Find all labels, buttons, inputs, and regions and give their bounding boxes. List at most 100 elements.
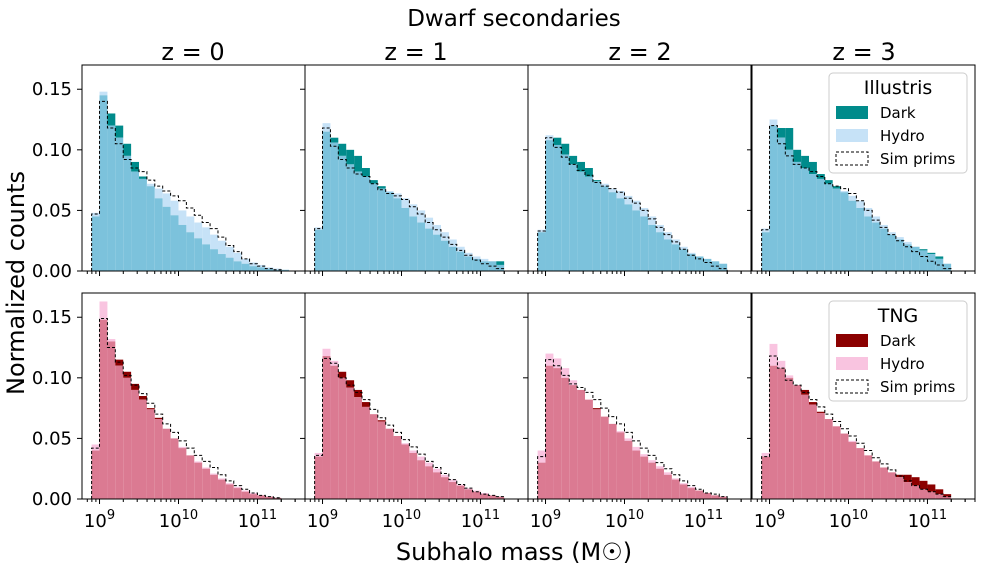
overlap-bar bbox=[186, 232, 195, 271]
dark-bar bbox=[553, 137, 562, 145]
overlap-bar bbox=[793, 161, 802, 271]
hydro-bar bbox=[241, 490, 250, 492]
hydro-bar bbox=[632, 446, 641, 451]
overlap-bar bbox=[561, 377, 570, 499]
dark-bar bbox=[330, 137, 339, 143]
legend-title: TNG bbox=[877, 305, 919, 327]
overlap-bar bbox=[793, 385, 802, 499]
overlap-bar bbox=[146, 409, 155, 499]
overlap-bar bbox=[369, 414, 378, 499]
hydro-bar bbox=[848, 440, 857, 443]
overlap-bar bbox=[202, 244, 211, 271]
dark-bar bbox=[935, 256, 944, 259]
overlap-bar bbox=[170, 438, 179, 499]
overlap-bar bbox=[249, 494, 258, 499]
overlap-bar bbox=[943, 496, 952, 499]
overlap-bar bbox=[809, 174, 817, 271]
hydro-bar bbox=[162, 193, 171, 207]
hydro-bar bbox=[425, 462, 434, 467]
overlap-bar bbox=[895, 477, 904, 499]
panel-tng-3 bbox=[747, 292, 976, 504]
hydro-bar bbox=[154, 188, 163, 199]
hydro-bar bbox=[448, 479, 457, 483]
y-tick-label: 0.00 bbox=[32, 261, 72, 282]
hydro-bar bbox=[624, 195, 633, 205]
x-tick-label: 1011 bbox=[908, 508, 947, 532]
overlap-bar bbox=[777, 368, 786, 499]
overlap-bar bbox=[801, 168, 810, 271]
dark-bar bbox=[139, 176, 147, 179]
hydro-bar bbox=[217, 478, 226, 480]
hydro-bar bbox=[480, 258, 489, 262]
overlap-bar bbox=[241, 491, 250, 499]
overlap-bar bbox=[887, 472, 896, 499]
overlap-bar bbox=[592, 181, 601, 271]
hydro-bar bbox=[385, 191, 394, 193]
overlap-bar bbox=[401, 207, 410, 271]
x-tick-label: 1011 bbox=[238, 508, 277, 532]
overlap-bar bbox=[801, 394, 810, 499]
legend-swatch-dark bbox=[836, 334, 868, 347]
legend-entry-label: Dark bbox=[880, 332, 916, 350]
dark-bar bbox=[785, 128, 794, 150]
dark-bar bbox=[927, 252, 936, 255]
dark-bar bbox=[911, 477, 920, 486]
overlap-bar bbox=[115, 365, 124, 499]
overlap-bar bbox=[648, 224, 657, 271]
y-axis-label: Normalized counts bbox=[2, 171, 30, 395]
overlap-bar bbox=[687, 254, 696, 271]
overlap-bar bbox=[816, 178, 825, 271]
overlap-bar bbox=[456, 251, 465, 271]
dark-bar bbox=[777, 128, 786, 138]
hydro-bar bbox=[848, 195, 857, 201]
overlap-bar bbox=[927, 491, 936, 499]
overlap-bar bbox=[624, 440, 633, 499]
panel-illustris-3 bbox=[747, 64, 976, 276]
legend-swatch-hydro bbox=[836, 357, 868, 370]
hydro-bar bbox=[194, 461, 203, 463]
dark-bar bbox=[919, 249, 928, 251]
hydro-bar bbox=[170, 200, 179, 216]
overlap-bar bbox=[785, 149, 794, 271]
hydro-bar bbox=[401, 198, 410, 208]
overlap-bar bbox=[561, 154, 570, 271]
dark-bar bbox=[146, 408, 155, 410]
hydro-bar bbox=[91, 444, 100, 451]
overlap-bar bbox=[107, 341, 116, 499]
overlap-bar bbox=[194, 238, 203, 271]
hydro-bar bbox=[314, 452, 323, 457]
overlap-bar bbox=[927, 254, 936, 271]
overlap-bar bbox=[895, 239, 904, 271]
dark-bar bbox=[139, 396, 147, 400]
dark-bar bbox=[592, 180, 601, 182]
panel-title-z0: z = 0 bbox=[161, 38, 224, 66]
hydro-bar bbox=[202, 467, 211, 469]
hydro-bar bbox=[257, 264, 266, 268]
hydro-bar bbox=[761, 228, 770, 233]
hydro-bar bbox=[895, 237, 904, 240]
dark-bar bbox=[131, 383, 140, 390]
hydro-bar bbox=[600, 183, 609, 187]
overlap-bar bbox=[330, 142, 339, 271]
hydro-bar bbox=[322, 123, 331, 132]
hydro-bar bbox=[640, 454, 649, 457]
dark-bar bbox=[346, 380, 355, 388]
hydro-bar bbox=[409, 204, 418, 217]
overlap-bar bbox=[393, 198, 402, 271]
hydro-bar bbox=[648, 460, 657, 463]
hydro-bar bbox=[225, 483, 234, 485]
hydro-bar bbox=[440, 232, 449, 241]
dark-bar bbox=[569, 155, 578, 165]
overlap-bar bbox=[257, 267, 266, 271]
overlap-bar bbox=[249, 266, 258, 271]
overlap-bar bbox=[911, 485, 920, 499]
hydro-bar bbox=[480, 492, 489, 495]
hydro-bar bbox=[233, 252, 242, 262]
hydro-bar bbox=[663, 472, 672, 475]
overlap-bar bbox=[719, 263, 728, 271]
overlap-bar bbox=[362, 406, 370, 499]
dark-bar bbox=[496, 261, 505, 265]
hydro-bar bbox=[616, 191, 625, 199]
overlap-bar bbox=[91, 216, 100, 271]
